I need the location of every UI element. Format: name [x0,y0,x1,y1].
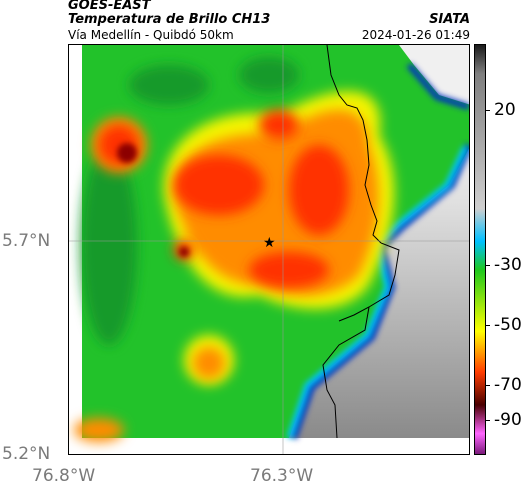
colorbar-tick-mark [486,110,490,111]
boundary-lines [322,45,400,439]
map-svg: ★ [69,45,469,454]
region-subtitle: Vía Medellín - Quibdó 50km [68,28,234,42]
colorbar-label-minus90: -90 [494,410,522,430]
colorbar-tick-mark [486,325,490,326]
product-title: Temperatura de Brillo CH13 [68,12,271,27]
colorbar-label-minus70: -70 [494,375,522,395]
star-marker: ★ [263,235,276,251]
y-tick-5-7: 5.7°N [2,231,51,251]
x-tick-76-3: 76.3°W [250,466,314,486]
satellite-title: GOES-EAST [68,0,151,13]
colorbar-tick-mark [486,385,490,386]
dark-red-core [117,143,189,257]
brightness-temperature-map: ★ [68,44,470,455]
red-zone [99,110,349,288]
dark-green-zones [81,57,299,345]
colorbar-label-20: 20 [494,100,516,120]
cloud-edge-blue [286,63,469,440]
colorbar-tick-mark [486,265,490,266]
map-margin-left [69,45,82,454]
datetime-label: 2024-01-26 01:49 [361,28,470,42]
colorbar-tick-mark [486,420,490,421]
x-tick-76-8: 76.8°W [32,466,96,486]
gridlines [69,45,469,454]
organization-label: SIATA [429,12,470,27]
colorbar [474,44,486,455]
y-tick-5-2: 5.2°N [2,444,51,464]
colorbar-label-minus30: -30 [494,255,522,275]
colorbar-label-minus50: -50 [494,315,522,335]
